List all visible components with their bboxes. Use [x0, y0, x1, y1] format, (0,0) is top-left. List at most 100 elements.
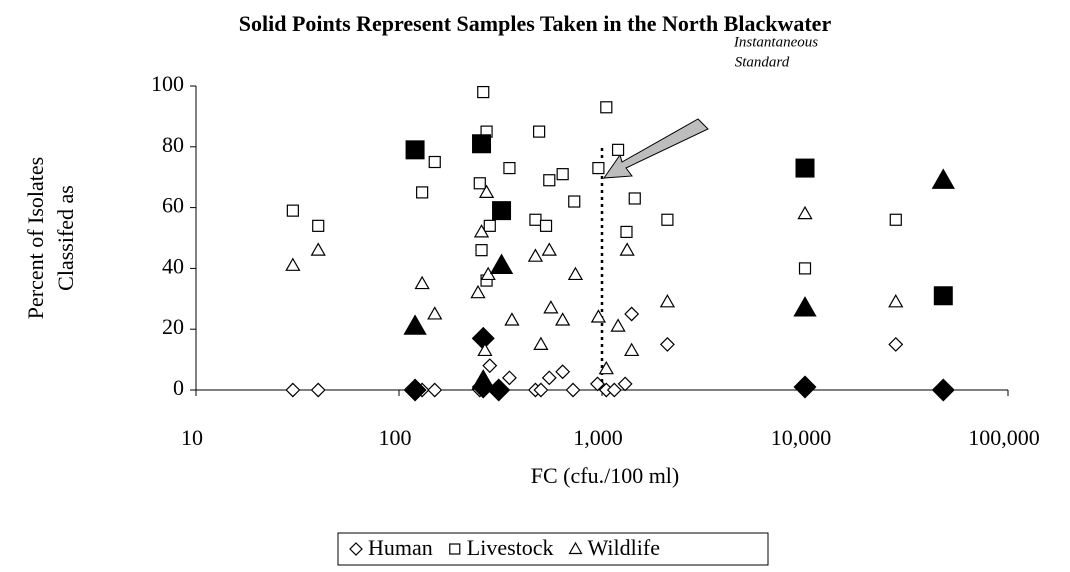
legend-label: Livestock — [467, 535, 554, 560]
marker — [661, 213, 674, 226]
marker — [529, 213, 542, 226]
marker — [933, 286, 953, 306]
marker — [483, 219, 496, 232]
marker — [427, 382, 443, 398]
marker — [592, 161, 605, 175]
marker — [617, 376, 633, 392]
legend-marker — [568, 541, 583, 555]
x-tick-label: 100 — [379, 425, 412, 450]
marker — [405, 140, 425, 160]
marker — [312, 219, 325, 232]
marker — [477, 85, 490, 99]
marker — [624, 306, 640, 322]
marker — [610, 318, 626, 332]
marker — [888, 294, 904, 308]
legend-box — [337, 532, 769, 566]
marker — [568, 195, 581, 208]
marker — [931, 378, 955, 402]
marker — [620, 225, 633, 239]
marker — [503, 161, 516, 175]
annotation-text: Instantaneous — [733, 34, 818, 50]
marker — [619, 242, 635, 256]
marker — [598, 360, 614, 375]
marker — [606, 382, 622, 398]
legend: Human Livestock Wildlife — [337, 532, 769, 566]
marker — [487, 378, 511, 402]
marker — [611, 143, 625, 156]
marker — [471, 369, 495, 390]
marker — [659, 336, 675, 352]
marker — [600, 101, 613, 114]
y-tick-label: 0 — [173, 375, 184, 400]
marker — [567, 266, 584, 281]
marker — [414, 275, 430, 290]
marker — [489, 253, 514, 274]
marker — [482, 358, 498, 374]
y-tick-label: 100 — [151, 71, 184, 96]
marker — [793, 296, 817, 317]
marker — [590, 309, 607, 323]
marker — [798, 262, 812, 275]
marker — [527, 248, 544, 262]
marker — [628, 192, 641, 205]
marker — [472, 134, 492, 154]
marker — [793, 375, 817, 399]
x-tick-label: 100,000 — [968, 425, 1040, 450]
marker — [475, 244, 488, 257]
marker — [533, 125, 546, 138]
legend-marker — [349, 542, 363, 556]
marker — [403, 378, 427, 402]
marker — [501, 370, 517, 386]
marker — [416, 186, 429, 199]
marker — [533, 336, 549, 350]
marker — [539, 219, 553, 232]
marker — [473, 177, 486, 190]
legend-marker — [449, 543, 461, 555]
marker — [555, 312, 571, 326]
marker — [310, 242, 326, 256]
marker — [285, 382, 301, 398]
marker — [541, 242, 557, 256]
marker — [504, 312, 520, 326]
marker — [543, 174, 556, 187]
x-tick-label: 1,000 — [573, 425, 623, 450]
marker — [470, 284, 486, 299]
y-tick-label: 80 — [162, 132, 184, 157]
y-tick-label: 20 — [162, 314, 184, 339]
marker — [659, 294, 676, 308]
marker — [428, 155, 441, 169]
chart-title: Solid Points Represent Samples Taken in … — [239, 11, 832, 36]
x-tick-label: 10,000 — [771, 425, 832, 450]
marker — [795, 158, 815, 178]
marker — [473, 224, 490, 238]
marker — [624, 342, 640, 357]
y-tick-label: 40 — [162, 253, 184, 278]
marker — [543, 300, 559, 314]
marker — [492, 201, 512, 221]
marker — [285, 257, 301, 271]
marker — [889, 213, 902, 226]
marker — [286, 204, 299, 217]
marker — [533, 382, 549, 398]
y-tick-label: 60 — [162, 193, 184, 218]
legend-label: Wildlife — [588, 535, 660, 560]
marker — [477, 342, 493, 357]
marker — [556, 168, 569, 181]
marker — [478, 184, 495, 198]
y-axis-label: Percent of Isolates Classifed as — [23, 157, 78, 320]
marker — [427, 306, 443, 320]
marker — [931, 168, 955, 189]
marker — [310, 382, 326, 398]
marker — [590, 376, 605, 392]
marker — [888, 336, 904, 352]
legend-label: Human — [368, 535, 433, 560]
marker — [403, 314, 427, 335]
annotation-text: Standard — [735, 54, 790, 70]
y-axis-label-line: Percent of Isolates — [23, 157, 48, 320]
y-axis-label-line: Classifed as — [53, 185, 78, 291]
x-tick-label: 10 — [181, 425, 203, 450]
marker — [555, 364, 571, 380]
marker — [797, 205, 813, 220]
annotation-arrow — [602, 118, 709, 179]
